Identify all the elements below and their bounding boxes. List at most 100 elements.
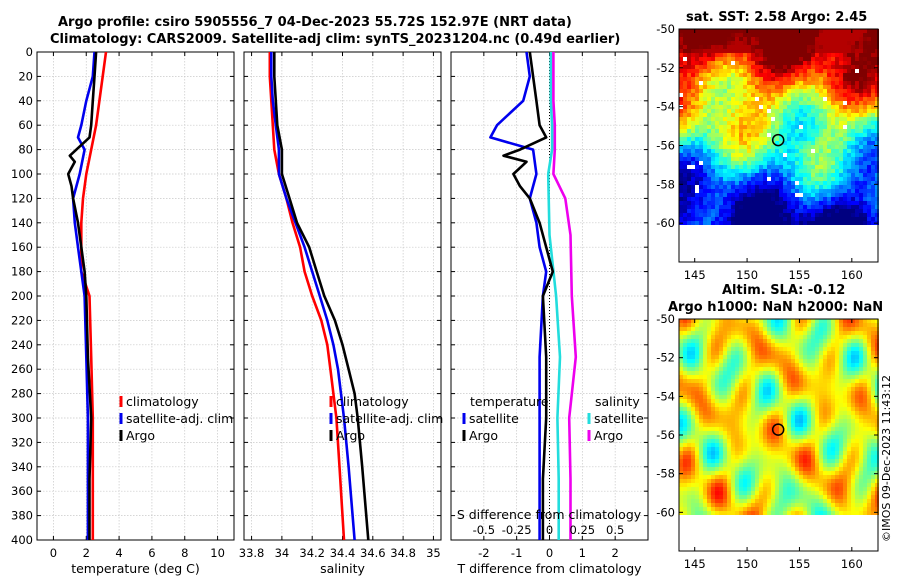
- map-cell: [711, 359, 715, 363]
- map-cell: [867, 105, 871, 109]
- map-cell: [763, 41, 767, 45]
- map-cell: [775, 33, 779, 37]
- series-line-salinity-argo: [552, 52, 578, 540]
- map-cell: [779, 65, 783, 69]
- map-cell: [823, 359, 827, 363]
- map-cell: [783, 407, 787, 411]
- map-cell: [707, 117, 711, 121]
- map-cell: [819, 161, 823, 165]
- map-cell: [875, 149, 879, 153]
- map-cell: [875, 193, 879, 197]
- map-cell: [823, 57, 827, 61]
- map-cell: [767, 221, 771, 225]
- map-cell: [691, 181, 695, 185]
- map-cell: [683, 323, 687, 327]
- map-cell: [843, 217, 847, 221]
- map-cell: [803, 193, 807, 197]
- map-cell: [775, 169, 779, 173]
- map-cell: [871, 45, 875, 49]
- map-cell: [771, 447, 775, 451]
- map-cell: [755, 459, 759, 463]
- map-cell: [823, 173, 827, 177]
- map-cell: [859, 327, 863, 331]
- map-cell: [715, 427, 719, 431]
- map-cell: [687, 109, 691, 113]
- map-cell: [743, 375, 747, 379]
- map-cell: [831, 447, 835, 451]
- map-cell: [687, 383, 691, 387]
- map-cell: [759, 491, 763, 495]
- map-cell: [735, 217, 739, 221]
- map-cell: [847, 367, 851, 371]
- map-cell: [679, 391, 683, 395]
- map-cell: [803, 121, 807, 125]
- map-cell: [747, 49, 751, 53]
- map-cell: [703, 479, 707, 483]
- map-cell: [839, 201, 843, 205]
- map-cell: [851, 463, 855, 467]
- map-cell: [795, 335, 799, 339]
- map-cell: [867, 161, 871, 165]
- map-cell: [743, 487, 747, 491]
- map-cell: [851, 57, 855, 61]
- map-cell: [687, 395, 691, 399]
- map-cell: [851, 205, 855, 209]
- map-cell: [719, 109, 723, 113]
- map-cell: [751, 379, 755, 383]
- map-cell: [775, 161, 779, 165]
- map-cell: [743, 105, 747, 109]
- map-cell: [775, 483, 779, 487]
- map-cell: [683, 121, 687, 125]
- map-cell: [859, 137, 863, 141]
- map-cell: [823, 435, 827, 439]
- map-cell: [875, 141, 879, 145]
- map-cell: [695, 125, 699, 129]
- map-cell: [847, 97, 851, 101]
- map-cell: [807, 81, 811, 85]
- map-cell: [711, 395, 715, 399]
- map-cell: [827, 487, 831, 491]
- map-cell: [819, 407, 823, 411]
- map-cell: [811, 423, 815, 427]
- map-cell: [731, 93, 735, 97]
- map-cell: [863, 53, 867, 57]
- map-cell: [827, 443, 831, 447]
- map-cell: [711, 375, 715, 379]
- map-cell: [799, 41, 803, 45]
- map-cell: [815, 331, 819, 335]
- map-cell: [747, 467, 751, 471]
- map-cell: [703, 319, 707, 323]
- map-cell: [707, 359, 711, 363]
- map-cell: [823, 217, 827, 221]
- map-cell: [835, 65, 839, 69]
- map-cell: [739, 137, 743, 141]
- map-cell: [707, 109, 711, 113]
- map-cell: [819, 41, 823, 45]
- map-cell: [723, 411, 727, 415]
- map-cell: [771, 101, 775, 105]
- map-cell: [691, 435, 695, 439]
- map-cell: [815, 37, 819, 41]
- map-cell: [771, 439, 775, 443]
- map-cell: [859, 427, 863, 431]
- map-cell: [783, 351, 787, 355]
- map-cell: [699, 209, 703, 213]
- map-cell: [779, 69, 783, 73]
- map-cell: [787, 145, 791, 149]
- map-cell: [723, 173, 727, 177]
- map-cell: [835, 323, 839, 327]
- map-cell: [807, 335, 811, 339]
- map-cell: [807, 201, 811, 205]
- map-cell: [715, 335, 719, 339]
- map-cell: [795, 149, 799, 153]
- map-cell: [855, 491, 859, 495]
- map-cell: [799, 181, 803, 185]
- map-cell: [787, 185, 791, 189]
- map-cell: [795, 427, 799, 431]
- map-cell: [871, 109, 875, 113]
- map-cell: [699, 69, 703, 73]
- map-cell: [799, 201, 803, 205]
- map-cell: [779, 165, 783, 169]
- map-cell: [859, 217, 863, 221]
- map-cell: [683, 431, 687, 435]
